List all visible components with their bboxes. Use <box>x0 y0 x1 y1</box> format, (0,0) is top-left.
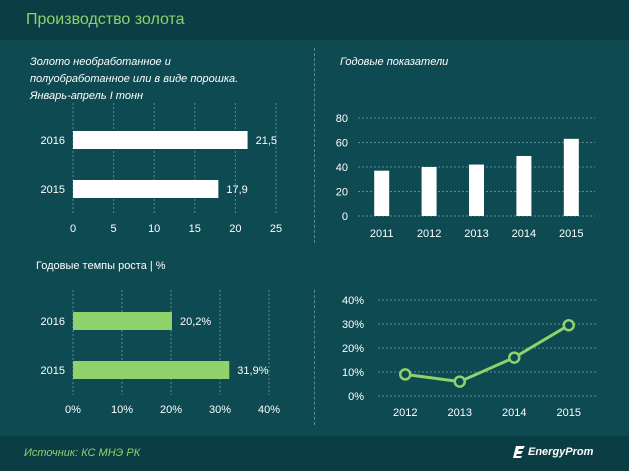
chart3-x-tick: 30% <box>209 404 231 416</box>
chart4-y-tick: 0% <box>348 391 364 403</box>
chart1-x-tick: 10 <box>148 223 160 235</box>
chart4-x-tick: 2013 <box>448 407 472 419</box>
chart4-y-tick: 40% <box>342 295 364 307</box>
chart2-y-tick: 60 <box>336 138 348 150</box>
chart4-y-tick: 20% <box>342 343 364 355</box>
chart4-x-tick: 2012 <box>393 407 417 419</box>
chart1-x-tick: 0 <box>70 223 76 235</box>
chart2-y-tick: 20 <box>336 187 348 199</box>
chart2-x-tick: 2014 <box>512 228 536 240</box>
chart3-title: Годовые темпы роста | % <box>36 260 166 272</box>
chart4-x-tick: 2015 <box>557 407 581 419</box>
divider-vertical-lower <box>314 290 315 425</box>
chart4-y-tick: 30% <box>342 319 364 331</box>
chart2-bar <box>469 164 484 216</box>
chart2-y-tick: 40 <box>336 162 348 174</box>
chart2-bar <box>374 170 390 216</box>
chart3-bar <box>73 312 172 330</box>
chart3-x-tick: 40% <box>258 404 280 416</box>
chart1-title-line: полуобработанное или в виде порошка. <box>30 73 239 85</box>
chart3-value-label: 31,9% <box>237 365 268 377</box>
chart3-bar <box>73 361 230 379</box>
chart1-title-line: Золото необработанное и <box>30 56 171 68</box>
chart1-title-line: Январь-апрель I тонн <box>30 90 144 102</box>
chart4-point <box>508 351 521 364</box>
chart1-bar <box>73 180 219 198</box>
chart1-category-label: 2016 <box>41 135 65 147</box>
energyprom-logo: EnergyProm <box>528 446 594 458</box>
chart1-value-label: 21,5 <box>256 135 277 147</box>
header-bar <box>0 0 629 40</box>
chart4-point <box>562 318 575 332</box>
page-title: Производство золота <box>26 11 185 28</box>
chart3-x-tick: 10% <box>111 404 133 416</box>
chart4-point <box>399 368 412 381</box>
chart3-category-label: 2015 <box>41 365 65 377</box>
energyprom-logo-icon <box>513 446 525 458</box>
chart3-category-label: 2016 <box>41 316 65 328</box>
chart2-title: Годовые показатели <box>340 56 449 68</box>
chart1-x-tick: 25 <box>270 223 282 235</box>
chart3-value-label: 20,2% <box>180 316 211 328</box>
chart4-y-tick: 10% <box>342 367 364 379</box>
chart3-x-tick: 20% <box>160 404 182 416</box>
chart2-y-tick: 80 <box>336 113 348 125</box>
chart3-x-tick: 0% <box>65 404 81 416</box>
chart4-series-line <box>405 323 570 384</box>
chart2-x-tick: 2011 <box>370 228 394 240</box>
chart2-y-tick: 0 <box>342 211 348 223</box>
chart4-x-tick: 2014 <box>502 407 526 419</box>
chart4-point <box>453 375 466 388</box>
chart2-bar <box>516 155 532 216</box>
chart2-x-tick: 2013 <box>464 228 488 240</box>
chart2-x-tick: 2012 <box>417 228 441 240</box>
chart1-bar <box>73 131 248 149</box>
footer-bar <box>0 436 629 471</box>
chart2-x-tick: 2015 <box>559 228 583 240</box>
chart2-bar <box>563 138 579 216</box>
chart1-x-tick: 20 <box>229 223 241 235</box>
chart1-value-label: 17,9 <box>226 184 247 196</box>
divider-vertical <box>314 48 315 243</box>
chart1-x-tick: 5 <box>111 223 117 235</box>
chart1-x-tick: 15 <box>189 223 201 235</box>
chart1-category-label: 2015 <box>41 184 65 196</box>
chart2-bar <box>421 167 437 216</box>
chart1-title: Золото необработанное и полуобработанное … <box>30 54 238 105</box>
source-note: Источник: КС МНЭ РК <box>24 447 141 459</box>
